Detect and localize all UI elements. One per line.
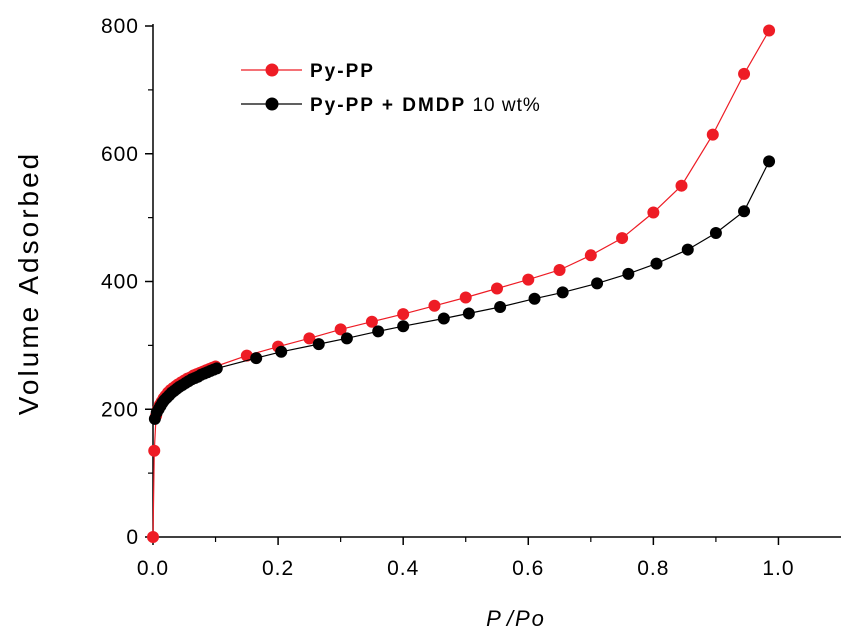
- data-point: [494, 301, 507, 314]
- data-point: [462, 307, 475, 320]
- legend: Py-PP Py-PP + DMDP 10 wt%: [241, 61, 541, 116]
- data-point: [763, 155, 776, 168]
- data-point: [591, 277, 604, 290]
- legend-item-2: Py-PP + DMDP 10 wt%: [241, 95, 541, 116]
- x-tick-label: 0.8: [637, 557, 669, 580]
- data-point: [312, 338, 325, 351]
- data-point: [681, 243, 694, 256]
- y-tick-label: 0: [126, 526, 139, 549]
- x-tick-label: 0.0: [137, 557, 169, 580]
- data-point: [275, 345, 288, 358]
- data-point: [491, 282, 503, 295]
- data-point: [459, 291, 472, 304]
- data-point: [147, 531, 159, 543]
- data-point: [240, 349, 253, 362]
- y-axis-title: Volume Adsorbed: [13, 151, 44, 416]
- data-point: [334, 323, 347, 336]
- data-point: [303, 332, 316, 345]
- series-line: [154, 161, 770, 419]
- data-point: [250, 352, 263, 365]
- data-point: [584, 249, 597, 262]
- legend-item-1: Py-PP: [241, 61, 375, 82]
- data-point: [675, 179, 688, 192]
- data-point: [148, 444, 161, 457]
- data-point: [528, 292, 541, 305]
- data-point: [553, 264, 566, 277]
- y-tick-label: 600: [101, 143, 139, 166]
- data-point: [340, 332, 353, 345]
- legend-label-bold: Py-PP: [310, 61, 375, 82]
- x-tick-label: 0.6: [512, 557, 544, 580]
- legend-marker: [265, 97, 279, 111]
- legend-marker: [265, 63, 279, 77]
- data-point: [428, 299, 441, 312]
- data-point: [763, 24, 776, 37]
- x-tick-label: 0.2: [262, 557, 294, 580]
- data-point: [706, 128, 719, 141]
- data-point: [556, 286, 569, 299]
- legend-label-bold: Py-PP + DMDP: [310, 95, 466, 116]
- y-tick-label: 400: [101, 271, 139, 294]
- data-point: [437, 312, 450, 325]
- ticks: 0.0 0.2 0.4 0.6 0.8 1.0 0 200 400 600 800: [101, 15, 794, 580]
- data-point: [709, 226, 722, 239]
- data-point: [647, 206, 660, 219]
- legend-label: Py-PP: [310, 61, 375, 82]
- x-axis-title-main: P: [486, 606, 503, 631]
- data-point: [738, 67, 751, 80]
- data-point: [210, 362, 223, 375]
- data-point: [397, 320, 410, 333]
- y-tick-label: 200: [101, 398, 139, 421]
- x-axis-title-sub: Po: [515, 606, 546, 631]
- x-axis-title: P/Po: [486, 606, 546, 631]
- x-tick-label: 1.0: [762, 557, 794, 580]
- data-point: [365, 315, 378, 328]
- data-point: [397, 308, 410, 321]
- data-point: [372, 325, 385, 338]
- x-axis-title-sep: /: [505, 606, 515, 631]
- x-tick-label: 0.4: [387, 557, 419, 580]
- legend-label: Py-PP + DMDP 10 wt%: [310, 95, 541, 116]
- series-2: [148, 155, 776, 425]
- data-point: [622, 267, 635, 280]
- legend-label-rest: 10 wt%: [466, 95, 541, 116]
- data-point: [616, 232, 629, 245]
- data-point: [650, 257, 663, 270]
- series-layer: [147, 24, 776, 543]
- data-point: [738, 205, 751, 218]
- data-point: [522, 273, 535, 286]
- y-tick-label: 800: [101, 15, 139, 38]
